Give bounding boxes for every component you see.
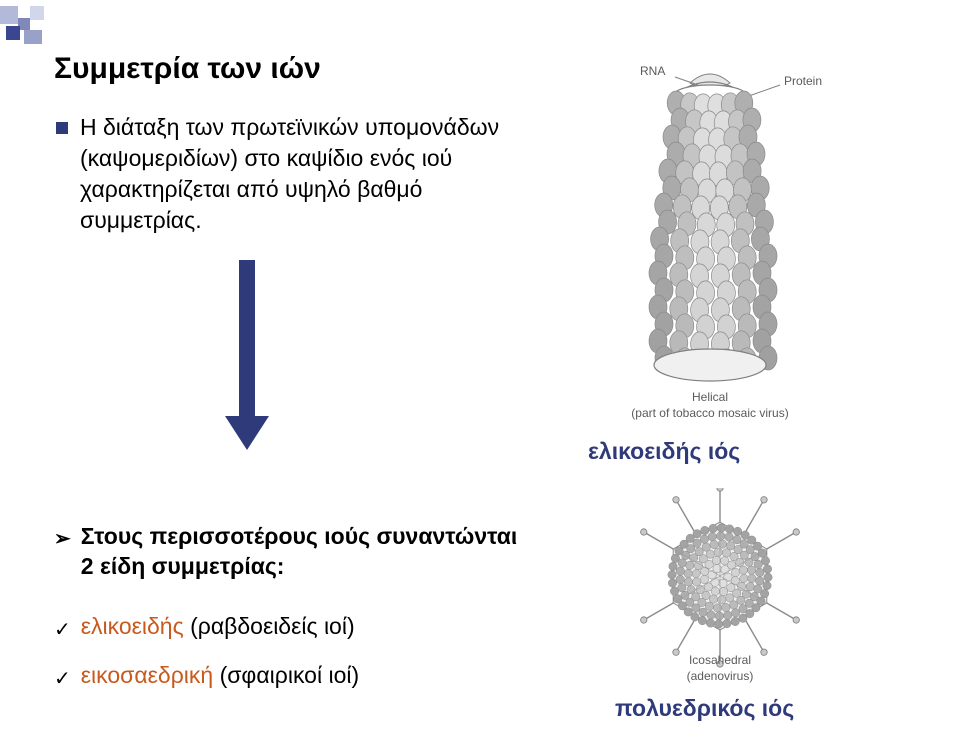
slide-corner-decoration [0, 6, 60, 46]
fig1-cap1: Helical [692, 390, 728, 404]
check2-rest: (σφαιρικοί ιοί) [213, 662, 359, 688]
check2-highlight: εικοσαεδρική [81, 662, 213, 688]
check1-highlight: ελικοειδής [81, 613, 184, 639]
checkmark-icon: ✓ [54, 617, 71, 642]
protein-label: Protein [784, 74, 822, 88]
arrow-down-icon [225, 260, 269, 450]
check1-rest: (ραβδοειδείς ιοί) [184, 613, 355, 639]
rna-label: RNA [640, 64, 665, 78]
icosahedral-virus-figure: Icosahedral (adenovirus) [580, 488, 860, 688]
helical-virus-figure: RNA Protein Helical (part of tobacco mos… [580, 55, 860, 425]
slide-title: Συμμετρία των ιών [54, 52, 321, 86]
checkmark-icon: ✓ [54, 666, 71, 691]
chevron-icon: ➢ [54, 526, 71, 551]
check-text-icosahedral: εικοσαεδρική (σφαιρικοί ιοί) [81, 662, 359, 689]
intro-text: Η διάταξη των πρωτεϊνικών υπομονάδων (κα… [80, 112, 546, 236]
check-text-helical: ελικοειδής (ραβδοειδείς ιοί) [81, 613, 355, 640]
fig1-cap2: (part of tobacco mosaic virus) [631, 406, 788, 420]
poly-caption: πολυεδρικός ιός [615, 695, 794, 722]
check-item-helical: ✓ ελικοειδής (ραβδοειδείς ιοί) [54, 613, 355, 642]
fig2-cap1: Icosahedral [689, 653, 751, 667]
two-types-point: ➢ Στους περισσοτέρους ιούς συναντώνται 2… [54, 522, 524, 582]
helical-caption: ελικοειδής ιός [588, 438, 740, 465]
fig2-cap2: (adenovirus) [687, 669, 754, 683]
bullet-square-icon [56, 122, 68, 134]
check-item-icosahedral: ✓ εικοσαεδρική (σφαιρικοί ιοί) [54, 662, 359, 691]
two-types-text: Στους περισσοτέρους ιούς συναντώνται 2 ε… [81, 522, 524, 582]
intro-bullet: Η διάταξη των πρωτεϊνικών υπομονάδων (κα… [56, 112, 546, 236]
